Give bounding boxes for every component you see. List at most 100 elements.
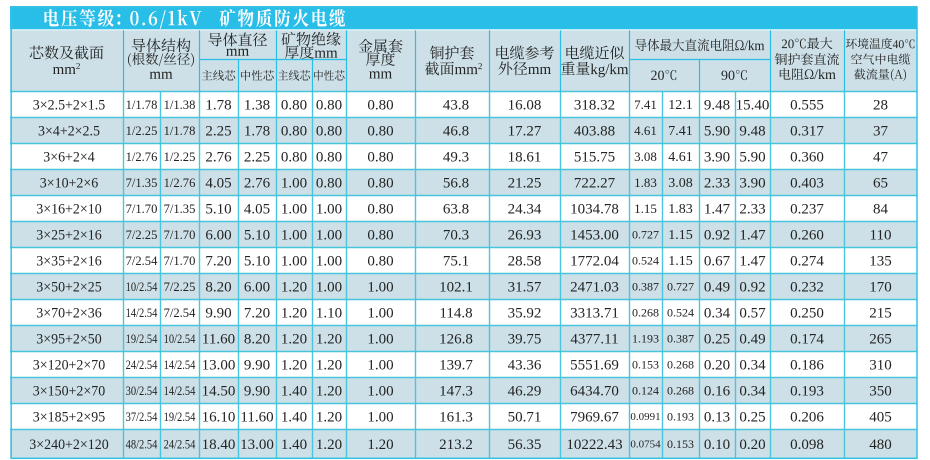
svg-text:56.8: 56.8 [443, 176, 469, 192]
svg-text:1.00: 1.00 [281, 176, 307, 192]
svg-text:1.193: 1.193 [632, 332, 659, 346]
svg-text:1/1.78: 1/1.78 [164, 123, 196, 138]
svg-text:1.47: 1.47 [739, 228, 766, 244]
svg-text:7.20: 7.20 [205, 254, 231, 270]
svg-text:0.25: 0.25 [704, 332, 730, 348]
svg-text:1.20: 1.20 [316, 437, 342, 453]
svg-text:4.05: 4.05 [244, 202, 270, 218]
svg-text:126.8: 126.8 [439, 332, 473, 348]
svg-text:135: 135 [869, 254, 892, 270]
svg-text:1/1.38: 1/1.38 [164, 97, 196, 112]
svg-text:3×240+2×120: 3×240+2×120 [29, 437, 108, 453]
svg-text:1.38: 1.38 [244, 98, 270, 114]
svg-text:0.098: 0.098 [790, 437, 824, 453]
svg-text:0.153: 0.153 [632, 358, 659, 372]
svg-text:3×25+2×16: 3×25+2×16 [36, 228, 102, 244]
svg-text:0.92: 0.92 [739, 280, 765, 296]
svg-text:10222.43: 10222.43 [566, 437, 622, 453]
svg-text:11.60: 11.60 [240, 410, 273, 426]
svg-text:0.387: 0.387 [667, 332, 694, 346]
svg-text:0.57: 0.57 [739, 306, 766, 322]
svg-text:1/2.76: 1/2.76 [126, 149, 158, 164]
svg-text:7/1.70: 7/1.70 [164, 227, 196, 242]
svg-text:1.15: 1.15 [668, 254, 693, 269]
svg-text:170: 170 [869, 280, 892, 296]
svg-text:0.124: 0.124 [632, 384, 659, 398]
svg-text:0.34: 0.34 [739, 358, 766, 374]
svg-text:1.20: 1.20 [367, 437, 393, 453]
svg-text:14.50: 14.50 [202, 384, 236, 400]
svg-text:0.268: 0.268 [632, 306, 659, 320]
svg-text:46.29: 46.29 [508, 384, 542, 400]
svg-text:3×16+2×10: 3×16+2×10 [36, 202, 102, 218]
svg-text:310: 310 [869, 358, 892, 374]
svg-text:0.80: 0.80 [281, 124, 307, 140]
svg-text:0.25: 0.25 [739, 410, 765, 426]
svg-text:1.00: 1.00 [281, 228, 307, 244]
svg-text:0.555: 0.555 [790, 98, 824, 114]
svg-text:0.232: 0.232 [790, 280, 824, 296]
svg-text:5.10: 5.10 [205, 202, 231, 218]
svg-text:19/2.54: 19/2.54 [126, 331, 158, 346]
svg-text:5.10: 5.10 [244, 254, 270, 270]
svg-text:0.250: 0.250 [790, 306, 824, 322]
svg-text:7/2.54: 7/2.54 [164, 305, 196, 320]
svg-text:0.80: 0.80 [367, 202, 393, 218]
svg-text:13.00: 13.00 [202, 358, 236, 374]
svg-text:0.13: 0.13 [704, 410, 730, 426]
svg-text:3×50+2×25: 3×50+2×25 [36, 280, 102, 296]
svg-text:3×2.5+2×1.5: 3×2.5+2×1.5 [33, 98, 105, 114]
svg-text:3×185+2×95: 3×185+2×95 [33, 410, 105, 426]
svg-text:31.57: 31.57 [508, 280, 542, 296]
svg-text:0.317: 0.317 [790, 124, 824, 140]
svg-text:84: 84 [873, 202, 889, 218]
svg-text:0.260: 0.260 [790, 228, 824, 244]
svg-text:30/2.54: 30/2.54 [126, 383, 158, 398]
svg-text:1.47: 1.47 [739, 254, 766, 270]
svg-text:1.00: 1.00 [281, 202, 307, 218]
svg-text:1.10: 1.10 [316, 306, 342, 322]
svg-text:405: 405 [869, 410, 892, 426]
svg-text:8.20: 8.20 [244, 332, 270, 348]
svg-text:37/2.54: 37/2.54 [126, 409, 158, 424]
svg-text:0.0991: 0.0991 [630, 411, 660, 423]
svg-text:18.40: 18.40 [202, 437, 236, 453]
svg-text:35.92: 35.92 [508, 306, 542, 322]
svg-text:9.90: 9.90 [205, 306, 231, 322]
svg-text:1.15: 1.15 [634, 201, 657, 216]
svg-text:8.20: 8.20 [205, 280, 231, 296]
svg-text:43.8: 43.8 [443, 98, 469, 114]
svg-text:48/2.54: 48/2.54 [126, 436, 158, 451]
svg-text:6434.70: 6434.70 [570, 384, 619, 400]
svg-text:4377.11: 4377.11 [570, 332, 618, 348]
svg-text:14/2.54: 14/2.54 [164, 357, 196, 372]
svg-text:1/2.76: 1/2.76 [164, 175, 196, 190]
svg-text:1.47: 1.47 [704, 202, 731, 218]
svg-text:1.20: 1.20 [316, 332, 342, 348]
svg-text:213.2: 213.2 [439, 437, 473, 453]
svg-text:3.08: 3.08 [634, 149, 657, 164]
svg-text:0.20: 0.20 [739, 437, 765, 453]
svg-text:161.3: 161.3 [439, 410, 473, 426]
svg-text:1.15: 1.15 [668, 228, 693, 243]
svg-text:1/1.78: 1/1.78 [126, 97, 158, 112]
svg-text:0.403: 0.403 [790, 176, 824, 192]
svg-text:0.0754: 0.0754 [630, 439, 661, 451]
svg-text:3313.71: 3313.71 [570, 306, 619, 322]
svg-text:7/1.35: 7/1.35 [164, 201, 196, 216]
svg-text:1772.04: 1772.04 [570, 254, 619, 270]
svg-text:2.25: 2.25 [205, 124, 231, 140]
svg-text:50.71: 50.71 [508, 410, 542, 426]
svg-text:147.3: 147.3 [439, 384, 473, 400]
svg-text:139.7: 139.7 [439, 358, 473, 374]
svg-text:0.34: 0.34 [704, 306, 731, 322]
svg-text:0.360: 0.360 [790, 150, 824, 166]
svg-text:1.00: 1.00 [367, 384, 393, 400]
svg-text:4.05: 4.05 [205, 176, 231, 192]
svg-text:0.80: 0.80 [281, 150, 307, 166]
svg-text:0.80: 0.80 [316, 98, 342, 114]
svg-text:114.8: 114.8 [439, 306, 472, 322]
svg-text:4.61: 4.61 [634, 123, 657, 138]
svg-text:3.90: 3.90 [739, 176, 765, 192]
svg-text:0.193: 0.193 [790, 384, 824, 400]
